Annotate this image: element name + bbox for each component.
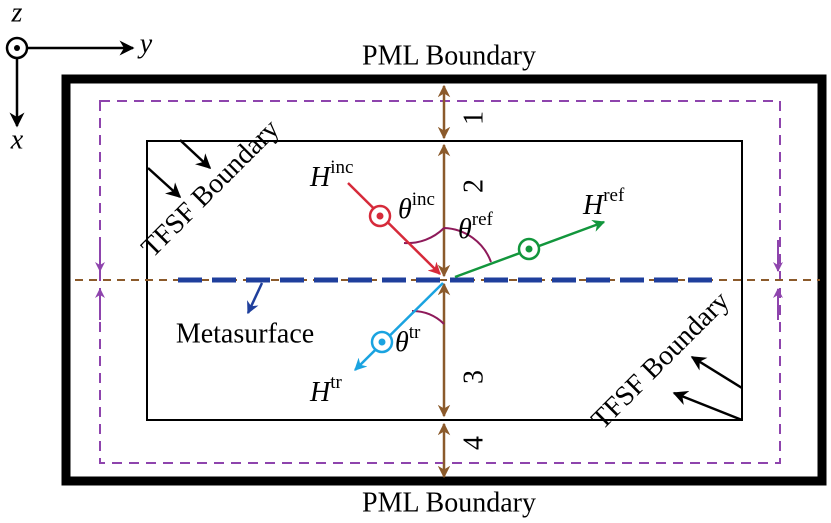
region-label: 2 (458, 179, 489, 193)
metasurface-pointer (246, 282, 264, 315)
pml-boundary (61, 74, 827, 486)
metasurface-label: Metasurface (176, 318, 314, 349)
transmitted-h-dot (378, 338, 386, 346)
transmitted-angle-label: θtr (395, 322, 421, 358)
reflected-h-dot (525, 245, 533, 253)
tfsf-right-label: TFSF Boundary (585, 285, 735, 435)
superscript: tr (330, 372, 342, 393)
angle-arc (443, 227, 492, 263)
z-axis-dot (14, 45, 20, 51)
superscript: inc (330, 157, 353, 178)
superscript: tr (409, 322, 421, 343)
symbol: θ (395, 327, 409, 358)
z-label: z (11, 0, 23, 28)
incident-h-dot (376, 212, 384, 220)
tfsf-incident-arrow (179, 139, 212, 170)
tfsf-incident-arrow (147, 167, 182, 199)
symbol: H (582, 190, 605, 221)
reflected-field-label: Href (582, 185, 625, 221)
region-label: 3 (458, 370, 489, 384)
y-label: y (137, 28, 153, 59)
tfsf-left-label: TFSF Boundary (135, 113, 285, 263)
angle-arc (403, 227, 445, 245)
symbol: θ (458, 214, 472, 245)
pml-top-label: PML Boundary (362, 40, 536, 71)
tfsf-incident-arrow (690, 355, 743, 390)
symbol: H (309, 162, 332, 193)
pml-bottom-label: PML Boundary (362, 487, 536, 518)
symbol: θ (398, 194, 412, 225)
z-axis-symbol (5, 36, 29, 60)
superscript: ref (472, 209, 494, 230)
superscript: inc (412, 189, 435, 210)
incident-wave (347, 182, 441, 275)
region-label: 4 (458, 436, 489, 450)
incident-field-label: Hinc (309, 157, 353, 193)
transmitted-field-label: Htr (309, 372, 343, 408)
reflected-angle-label: θref (458, 209, 494, 245)
region-label: 1 (458, 111, 489, 125)
tfsf-incident-arrow (672, 391, 743, 422)
symbol: H (309, 377, 332, 408)
transmitted-wave (354, 282, 444, 371)
x-label: x (10, 124, 24, 155)
superscript: ref (603, 185, 625, 206)
incident-angle-label: θinc (398, 189, 435, 225)
